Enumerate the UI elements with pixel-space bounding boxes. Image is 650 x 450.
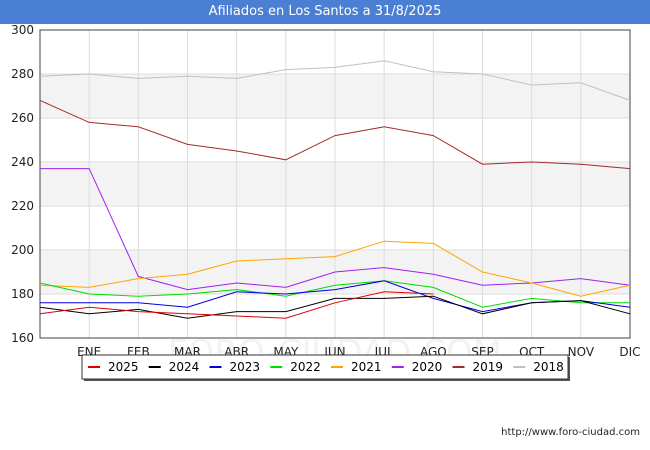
series-line-2019 (39, 99, 631, 170)
source-url[interactable]: http://www.foro-ciudad.com (501, 427, 640, 438)
y-tick-label: 180 (11, 287, 34, 301)
series-line-2018 (39, 60, 631, 101)
series-line-2021 (39, 240, 631, 297)
chart-title: Afiliados en Los Santos a 31/8/2025 (0, 0, 650, 24)
y-tick-label: 260 (11, 111, 34, 125)
legend-label-2020: 2020 (412, 360, 443, 374)
series-lines (39, 60, 631, 319)
legend-label-2021: 2021 (351, 360, 382, 374)
y-axis-ticks: 160 180 200 220 240 260 280 300 (11, 24, 34, 345)
x-tick-label: NOV (568, 345, 595, 359)
legend-label-2023: 2023 (230, 360, 261, 374)
y-tick-label: 220 (11, 199, 34, 213)
series-line-2024 (39, 295, 631, 319)
y-tick-label: 300 (11, 24, 34, 37)
y-tick-label: 240 (11, 155, 34, 169)
legend-box (81, 354, 569, 380)
legend: 2025 2024 2023 2022 2021 2020 2019 2018 (81, 354, 570, 381)
y-tick-label: 200 (11, 243, 34, 257)
y-tick-label: 160 (11, 331, 34, 345)
x-tick-label: DIC (619, 345, 640, 359)
legend-label-2024: 2024 (169, 360, 200, 374)
series-line-2022 (39, 280, 630, 308)
legend-label-2018: 2018 (533, 360, 564, 374)
legend-label-2019: 2019 (473, 360, 504, 374)
line-chart: FORO-CIUDAD.COM 160180200220240260280300… (11, 24, 641, 381)
legend-label-2022: 2022 (290, 360, 321, 374)
plot-area (39, 29, 631, 339)
series-line-2025 (39, 291, 434, 319)
y-tick-label: 280 (11, 67, 34, 81)
legend-label-2025: 2025 (108, 360, 139, 374)
